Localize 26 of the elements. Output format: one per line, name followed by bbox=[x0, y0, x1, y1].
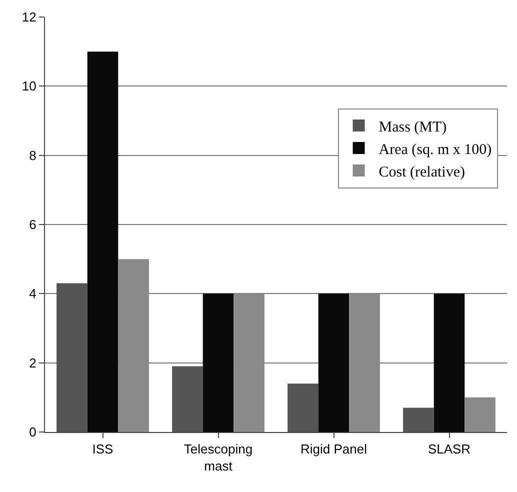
legend-label: Mass (MT) bbox=[378, 119, 447, 136]
x-tick-label: Telescoping mast bbox=[184, 442, 253, 474]
x-tick-label: ISS bbox=[92, 442, 114, 457]
bar bbox=[56, 283, 88, 432]
y-tick-label: 4 bbox=[29, 286, 36, 302]
x-tick-label: Rigid Panel bbox=[300, 442, 368, 457]
y-tick-label: 6 bbox=[29, 217, 36, 232]
y-tick-label: 10 bbox=[22, 78, 36, 94]
bar bbox=[434, 294, 465, 432]
bar bbox=[349, 294, 380, 432]
y-tick-label: 12 bbox=[22, 10, 36, 25]
bar bbox=[87, 52, 118, 432]
bar bbox=[464, 397, 496, 432]
bar bbox=[318, 294, 350, 432]
y-tick-label: 8 bbox=[29, 148, 36, 163]
bar bbox=[118, 259, 149, 432]
x-tick-label: SLASR bbox=[428, 442, 471, 457]
legend-label: Area (sq. m x 100) bbox=[378, 142, 492, 158]
y-tick-label: 0 bbox=[29, 424, 36, 440]
bar bbox=[172, 366, 203, 432]
legend-label: Cost (relative) bbox=[378, 164, 465, 180]
bar bbox=[403, 408, 434, 432]
bar bbox=[234, 294, 264, 432]
bar bbox=[288, 384, 318, 432]
y-tick-label: 2 bbox=[29, 355, 36, 370]
bar bbox=[202, 294, 234, 432]
